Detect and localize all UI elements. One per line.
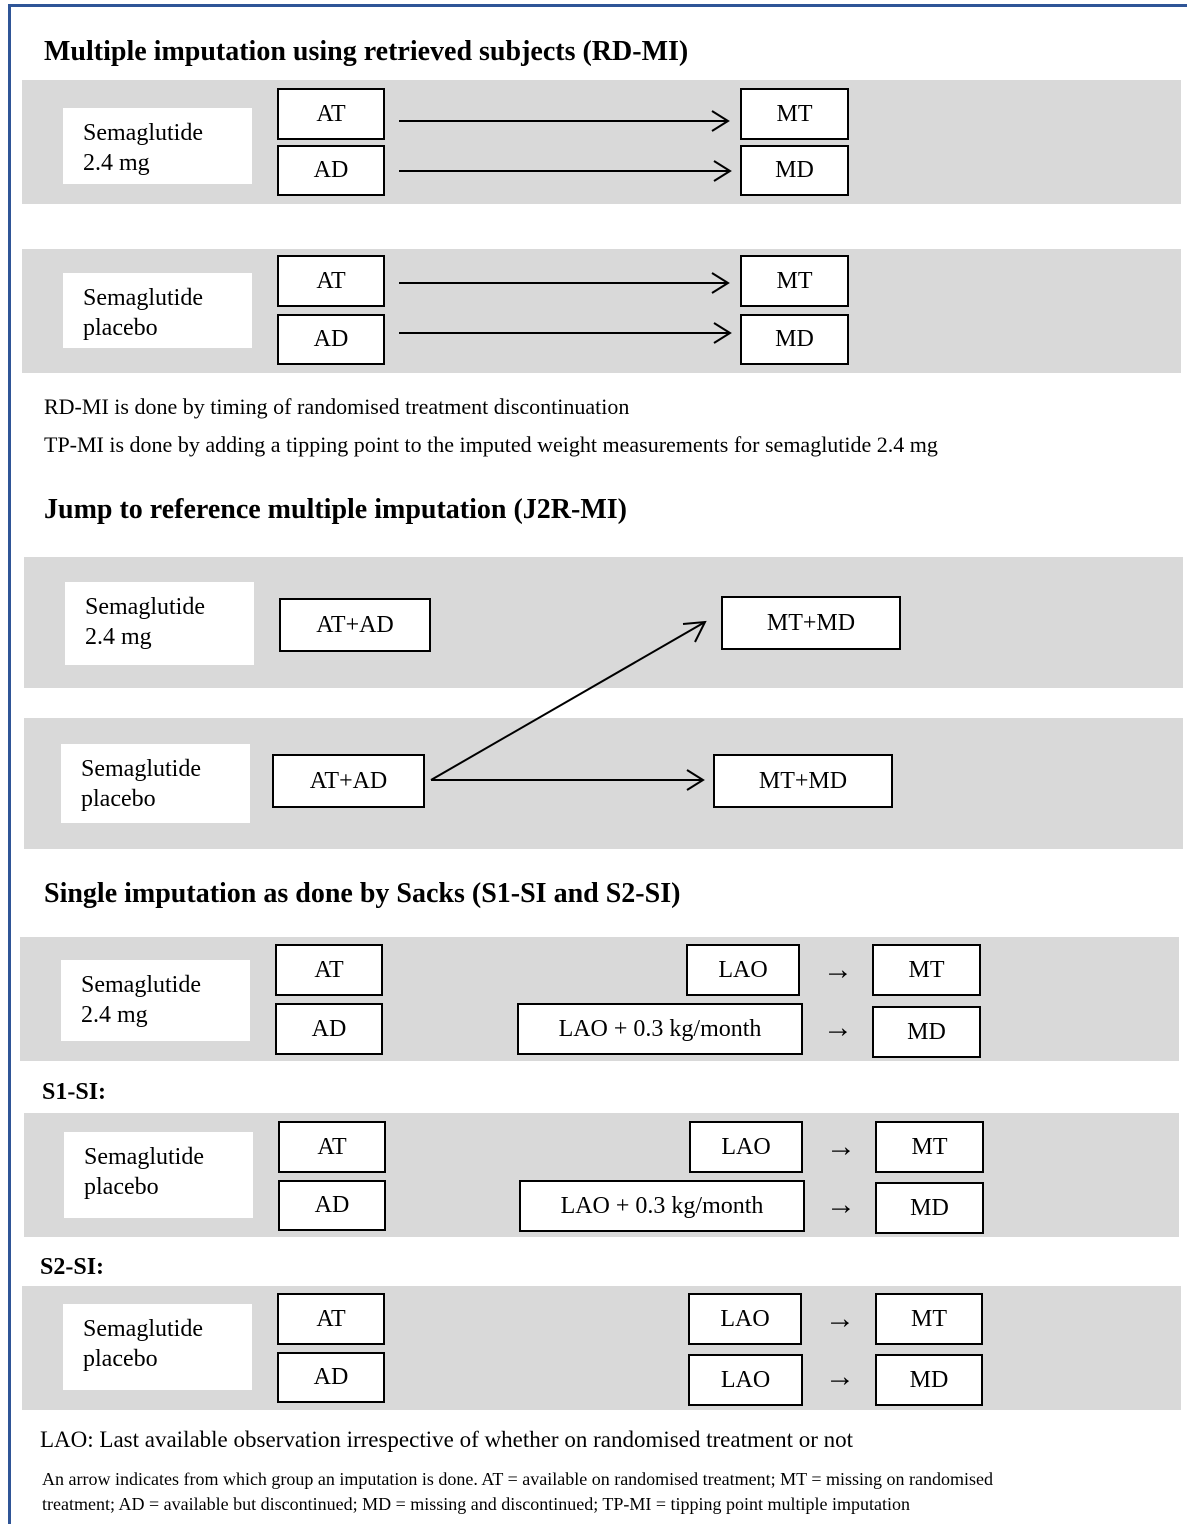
- label-line1: Semaglutide: [81, 756, 201, 782]
- rdmi-placebo-mt-box: MT: [740, 255, 849, 307]
- sacks-title: Single imputation as done by Sacks (S1-S…: [44, 878, 681, 909]
- footnote-line2: treatment; AD = available but discontinu…: [42, 1494, 911, 1514]
- footnote-line1: An arrow indicates from which group an i…: [42, 1469, 993, 1489]
- label-line1: Semaglutide: [85, 594, 205, 620]
- j2r-sema-at-ad-box: AT+AD: [279, 598, 431, 652]
- label-line1: Semaglutide: [84, 1144, 204, 1170]
- s1-placebo-md-box: MD: [875, 1182, 984, 1234]
- rdmi-placebo-at-box: AT: [277, 255, 385, 307]
- label-line1: Semaglutide: [83, 1316, 203, 1342]
- j2r-placebo-label: Semaglutide placebo: [61, 744, 250, 823]
- rdmi-sema-at-box: AT: [277, 88, 385, 140]
- sacks-sema-md-arrow: →: [823, 1011, 853, 1044]
- s1-placebo-mt-arrow: →: [826, 1130, 856, 1163]
- sacks-sema-at-box: AT: [275, 944, 383, 996]
- frame-left-border: [8, 4, 11, 1524]
- s2-placebo-ad-box: AD: [277, 1352, 385, 1403]
- s2-placebo-lao-box: LAO: [688, 1293, 802, 1345]
- j2r-sema-mt-md-box: MT+MD: [721, 596, 901, 650]
- s1-placebo-at-box: AT: [278, 1121, 386, 1173]
- s2-placebo-md-arrow: →: [825, 1360, 855, 1393]
- rdmi-timing-note: RD-MI is done by timing of randomised tr…: [44, 394, 630, 419]
- sacks-sema-mt-box: MT: [872, 944, 981, 996]
- label-line1: Semaglutide: [81, 972, 201, 998]
- s1-placebo-label: Semaglutide placebo: [64, 1132, 253, 1218]
- rdmi-title: Multiple imputation using retrieved subj…: [44, 36, 689, 67]
- rdmi-sema-mt-box: MT: [740, 88, 849, 140]
- label-line1: Semaglutide: [83, 285, 203, 311]
- frame-top-border: [8, 4, 1187, 7]
- label-line2: 2.4 mg: [85, 624, 152, 650]
- sacks-sema-lao-plus-box: LAO + 0.3 kg/month: [517, 1003, 803, 1055]
- s1-placebo-md-arrow: →: [826, 1188, 856, 1221]
- label-line2: placebo: [83, 315, 158, 341]
- sacks-sema-mt-arrow: →: [823, 953, 853, 986]
- s1-placebo-mt-box: MT: [875, 1121, 984, 1173]
- j2r-sema-label: Semaglutide 2.4 mg: [65, 582, 254, 665]
- label-line1: Semaglutide: [83, 120, 203, 146]
- label-line2: 2.4 mg: [81, 1002, 148, 1028]
- s2-placebo-label: Semaglutide placebo: [63, 1304, 252, 1390]
- s2-placebo-mt-box: MT: [875, 1293, 983, 1345]
- s2-placebo-lao-box-2: LAO: [688, 1354, 803, 1406]
- s2-placebo-at-box: AT: [277, 1293, 385, 1345]
- rdmi-sema-label: Semaglutide 2.4 mg: [63, 108, 252, 184]
- lao-definition: LAO: Last available observation irrespec…: [40, 1427, 854, 1452]
- label-line2: 2.4 mg: [83, 150, 150, 176]
- label-line2: placebo: [83, 1346, 158, 1372]
- sacks-sema-lao-box: LAO: [686, 944, 800, 996]
- label-line2: placebo: [81, 786, 156, 812]
- j2r-placebo-at-ad-box: AT+AD: [272, 754, 425, 808]
- s1-placebo-lao-plus-box: LAO + 0.3 kg/month: [519, 1180, 805, 1232]
- label-line2: placebo: [84, 1174, 159, 1200]
- s1-placebo-lao-box: LAO: [689, 1121, 803, 1173]
- sacks-sema-md-box: MD: [872, 1006, 981, 1058]
- rdmi-placebo-md-box: MD: [740, 314, 849, 365]
- j2r-title: Jump to reference multiple imputation (J…: [44, 494, 627, 525]
- j2r-placebo-mt-md-box: MT+MD: [713, 754, 893, 808]
- rdmi-placebo-ad-box: AD: [277, 314, 385, 365]
- s2-placebo-md-box: MD: [875, 1354, 983, 1406]
- tpmi-note: TP-MI is done by adding a tipping point …: [44, 432, 938, 457]
- s1-placebo-ad-box: AD: [278, 1180, 386, 1231]
- s1-sublabel: S1-SI:: [42, 1079, 107, 1105]
- rdmi-sema-ad-box: AD: [277, 145, 385, 196]
- s2-placebo-mt-arrow: →: [825, 1302, 855, 1335]
- footnote: An arrow indicates from which group an i…: [42, 1467, 1152, 1517]
- sacks-sema-label: Semaglutide 2.4 mg: [61, 960, 250, 1041]
- s2-sublabel: S2-SI:: [40, 1254, 105, 1280]
- rdmi-placebo-label: Semaglutide placebo: [63, 273, 252, 348]
- rdmi-sema-md-box: MD: [740, 145, 849, 196]
- sacks-sema-ad-box: AD: [275, 1003, 383, 1055]
